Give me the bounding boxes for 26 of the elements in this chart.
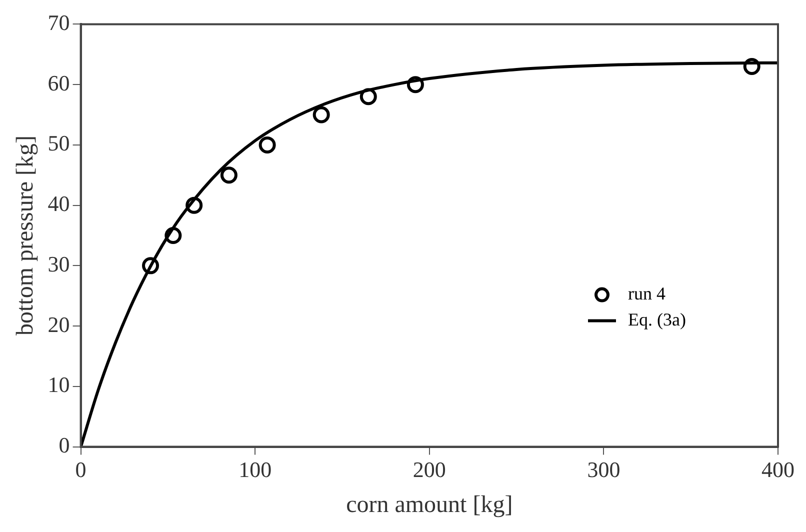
point xyxy=(312,106,330,124)
y-axis-title: bottom pressure [kg] xyxy=(12,136,39,336)
x-tick-label: 400 xyxy=(762,456,794,482)
y-tick-label: 30 xyxy=(48,251,70,276)
y-tick-label: 70 xyxy=(48,10,70,35)
x-tick-label: 300 xyxy=(587,456,620,482)
y-tick-label: 50 xyxy=(48,130,70,156)
y-tick-label: 10 xyxy=(48,372,70,398)
point xyxy=(406,76,424,94)
point xyxy=(220,166,238,184)
point xyxy=(743,58,760,75)
y-tick-label: 0 xyxy=(58,432,70,458)
y-tick-label: 60 xyxy=(48,70,70,96)
y-tick-label: 20 xyxy=(48,312,70,337)
point xyxy=(164,227,182,244)
x-tick-label: 200 xyxy=(412,456,446,482)
point xyxy=(360,88,377,106)
x-tick-label: 0 xyxy=(75,456,86,482)
point xyxy=(186,196,203,214)
point xyxy=(142,257,160,274)
point xyxy=(258,136,276,154)
legend-label: run 4 xyxy=(628,284,666,304)
y-tick-label: 40 xyxy=(48,191,70,216)
x-tick-label: 100 xyxy=(238,456,272,482)
legend-label: Eq. (3a) xyxy=(628,310,686,330)
x-axis-title: corn amount [kg] xyxy=(346,492,513,518)
